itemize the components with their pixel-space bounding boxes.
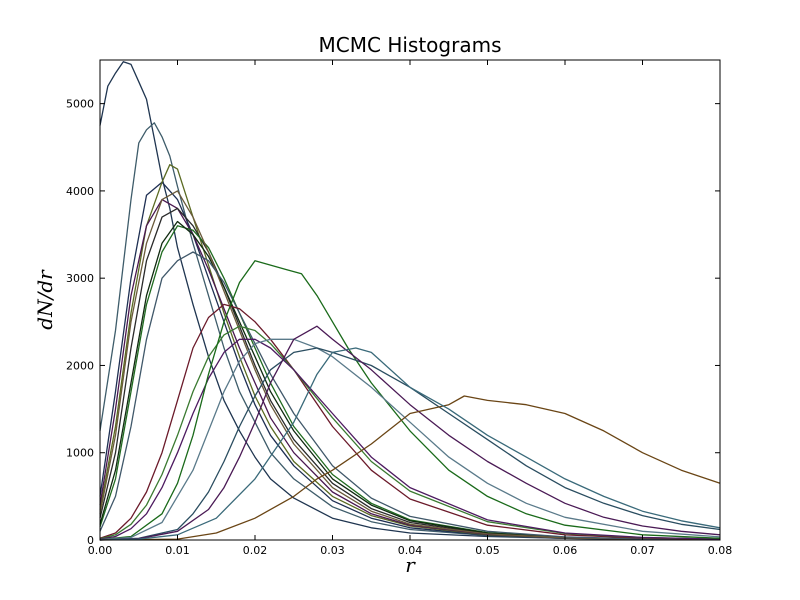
y-tick-label: 5000 [66, 98, 94, 111]
x-tick-label: 0.00 [88, 544, 113, 557]
chart-title: MCMC Histograms [319, 33, 502, 57]
x-tick-label: 0.03 [320, 544, 345, 557]
y-tick-label: 4000 [66, 185, 94, 198]
series-line-13 [99, 338, 721, 540]
y-tick-label: 0 [87, 534, 94, 547]
y-axis: 0 1000 2000 3000 4000 5000 [66, 98, 720, 547]
series-line-1 [99, 61, 721, 541]
x-axis: 0.00 0.01 0.02 0.03 0.04 0.05 0.06 0.07 0.08 [88, 60, 733, 557]
series-line-4 [99, 164, 721, 541]
series-line-12 [99, 325, 721, 540]
x-tick-label: 0.05 [475, 544, 500, 557]
series-line-15 [99, 338, 721, 541]
series-line-16 [99, 347, 721, 541]
x-tick-label: 0.02 [243, 544, 268, 557]
x-tick-label: 0.06 [553, 544, 578, 557]
series-line-8 [99, 220, 721, 541]
x-tick-label: 0.08 [708, 544, 733, 557]
plot-frame [99, 59, 721, 541]
y-tick-label: 1000 [66, 447, 94, 460]
series-line-14 [99, 260, 721, 541]
series-line-17 [99, 325, 721, 541]
y-axis-label: dN/dr [33, 269, 57, 330]
series-line-10 [99, 251, 721, 541]
series-layer [99, 61, 721, 541]
x-tick-label: 0.04 [398, 544, 423, 557]
x-tick-label: 0.01 [165, 544, 190, 557]
series-line-5 [99, 198, 721, 541]
series-line-11 [99, 303, 721, 540]
y-tick-label: 2000 [66, 359, 94, 372]
series-line-7 [99, 225, 721, 541]
y-tick-label: 3000 [66, 272, 94, 285]
x-tick-label: 0.07 [630, 544, 655, 557]
series-line-2 [99, 122, 721, 541]
series-line-19 [99, 347, 721, 541]
series-line-18 [99, 395, 721, 541]
series-line-6 [99, 207, 721, 541]
series-line-9 [99, 190, 721, 541]
x-axis-label: r [405, 553, 416, 577]
